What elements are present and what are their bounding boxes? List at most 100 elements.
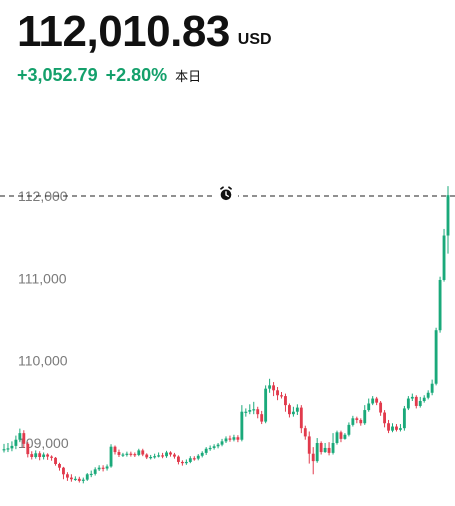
candle bbox=[200, 451, 204, 458]
candle bbox=[125, 451, 129, 457]
candle-body bbox=[42, 454, 46, 457]
price-alert-button[interactable] bbox=[214, 184, 238, 208]
candle-body bbox=[260, 414, 264, 422]
candle bbox=[343, 433, 347, 440]
candle bbox=[276, 387, 279, 401]
candle bbox=[422, 395, 426, 403]
candle bbox=[264, 385, 268, 424]
candle-body bbox=[58, 463, 61, 468]
candle-body bbox=[93, 469, 97, 474]
candle-body bbox=[2, 449, 6, 451]
candle bbox=[280, 391, 283, 399]
candle bbox=[161, 452, 164, 459]
price-row: 112,010.83 USD bbox=[17, 10, 445, 54]
candle bbox=[157, 452, 161, 458]
candle bbox=[14, 435, 18, 450]
candle bbox=[38, 451, 42, 461]
candle-body bbox=[272, 385, 275, 391]
candle-body bbox=[331, 443, 335, 453]
candle-body bbox=[288, 405, 291, 415]
candle bbox=[387, 419, 390, 434]
candle bbox=[272, 382, 275, 397]
candle-body bbox=[129, 453, 133, 455]
candle bbox=[117, 449, 121, 457]
candle-body bbox=[34, 453, 38, 457]
candle bbox=[438, 276, 442, 333]
candle bbox=[383, 410, 386, 428]
candle-body bbox=[446, 195, 450, 236]
candle bbox=[252, 401, 256, 415]
candle bbox=[62, 466, 65, 480]
candle-body bbox=[284, 396, 287, 406]
candle-body bbox=[224, 438, 228, 442]
candle-body bbox=[347, 424, 351, 435]
candle bbox=[165, 450, 168, 458]
candle bbox=[434, 327, 438, 386]
candle-body bbox=[268, 385, 272, 389]
candle bbox=[363, 405, 367, 425]
candle-body bbox=[184, 461, 188, 464]
candle-body bbox=[113, 446, 117, 453]
candle bbox=[335, 430, 339, 445]
candle bbox=[446, 186, 450, 254]
candle-body bbox=[359, 419, 363, 424]
candle bbox=[315, 438, 319, 463]
candle-body bbox=[367, 403, 371, 411]
candle bbox=[351, 415, 355, 427]
candle-body bbox=[248, 410, 252, 412]
candle bbox=[89, 470, 93, 478]
price-change-percent: +2.80% bbox=[105, 65, 168, 85]
candle bbox=[339, 430, 343, 443]
candle-body bbox=[307, 436, 311, 454]
candle-body bbox=[145, 454, 149, 458]
candle bbox=[77, 476, 81, 483]
candle-body bbox=[395, 426, 398, 430]
candle-body bbox=[430, 383, 434, 393]
candle-body bbox=[54, 457, 57, 464]
candle bbox=[307, 431, 311, 464]
candle-body bbox=[69, 477, 73, 480]
candle-body bbox=[426, 392, 430, 398]
candle-body bbox=[236, 437, 240, 440]
candle bbox=[58, 462, 61, 471]
candle bbox=[399, 424, 402, 432]
candle-body bbox=[97, 467, 101, 470]
candle-body bbox=[414, 396, 418, 406]
candle bbox=[153, 453, 157, 459]
candle bbox=[284, 393, 287, 412]
candle-body bbox=[291, 411, 295, 415]
candle-body bbox=[137, 450, 141, 455]
candle-body bbox=[153, 456, 157, 458]
price-change-amount: +3,052.79 bbox=[17, 65, 98, 85]
candle-body bbox=[200, 452, 204, 456]
candle-body bbox=[339, 432, 343, 439]
candle bbox=[81, 477, 85, 484]
candle-body bbox=[22, 433, 26, 444]
candle bbox=[232, 434, 236, 442]
candle bbox=[85, 473, 89, 481]
candle-body bbox=[363, 410, 367, 424]
candle-body bbox=[161, 455, 164, 457]
candle bbox=[319, 441, 323, 455]
candle-body bbox=[204, 448, 208, 453]
y-axis-label: 112,000 bbox=[18, 188, 68, 204]
candle bbox=[18, 428, 22, 443]
candle bbox=[379, 401, 383, 416]
candle bbox=[244, 408, 248, 417]
candle-body bbox=[149, 456, 153, 459]
candle bbox=[288, 403, 291, 418]
candle bbox=[141, 448, 145, 457]
candle-body bbox=[280, 395, 283, 397]
candle-body bbox=[240, 411, 244, 440]
candle-body bbox=[375, 398, 379, 403]
candle bbox=[184, 459, 188, 465]
candle bbox=[2, 443, 6, 453]
candle-body bbox=[303, 428, 307, 437]
candle bbox=[311, 447, 315, 475]
candle-body bbox=[66, 474, 69, 478]
candle-body bbox=[50, 456, 53, 458]
candle-body bbox=[220, 441, 224, 445]
candle-body bbox=[276, 390, 279, 396]
candle-body bbox=[165, 452, 168, 457]
candle-body bbox=[438, 279, 442, 331]
